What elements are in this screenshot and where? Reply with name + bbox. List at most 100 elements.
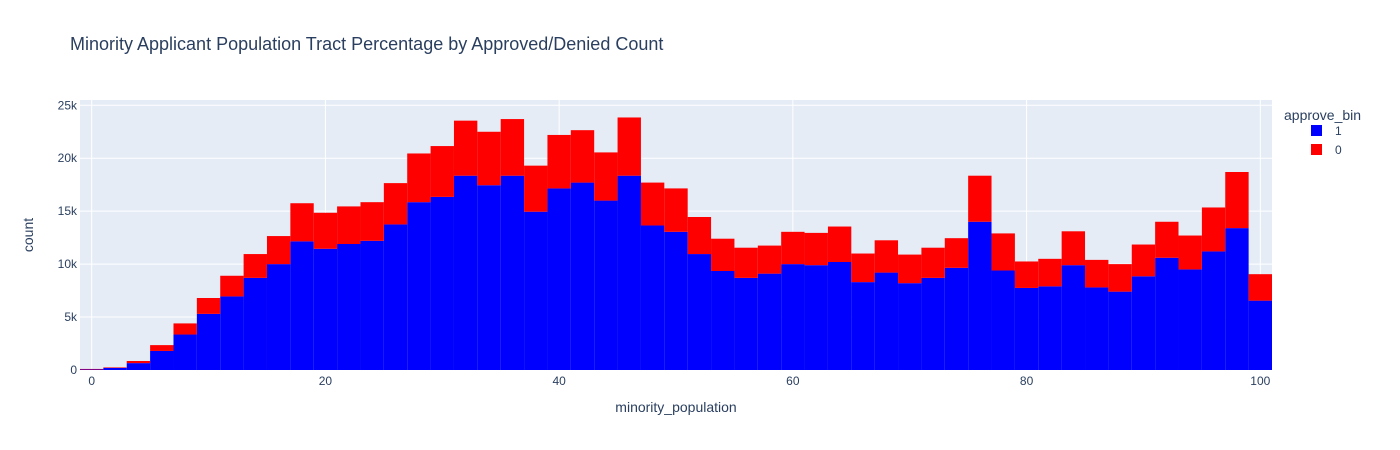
bar-series-0: [407, 153, 431, 203]
bar-series-0: [500, 119, 525, 176]
y-tick-label: 5k: [64, 310, 78, 324]
bar-series-1: [266, 264, 291, 370]
bar-series-1: [337, 244, 361, 370]
bar-series-1: [1085, 287, 1109, 370]
bar-series-1: [711, 271, 735, 370]
x-tick-label: 80: [1020, 374, 1034, 388]
legend-label-0: 0: [1335, 143, 1342, 157]
bar-series-0: [290, 203, 314, 242]
bar-series-0: [524, 165, 548, 212]
bars: [80, 117, 1272, 370]
bar-series-0: [126, 361, 151, 364]
bar-series-1: [313, 248, 338, 370]
bar-series-1: [383, 224, 408, 370]
bar-series-1: [1201, 251, 1226, 370]
bar-series-1: [547, 188, 571, 370]
legend-swatch-0: [1311, 144, 1322, 155]
bar-series-1: [968, 221, 992, 370]
bar-series-1: [687, 254, 712, 370]
bar-series-1: [1131, 276, 1156, 370]
y-tick-label: 10k: [58, 257, 78, 271]
bar-series-0: [570, 130, 595, 183]
bar-series-1: [1178, 269, 1202, 370]
chart-title: Minority Applicant Population Tract Perc…: [70, 34, 663, 54]
bar-series-0: [243, 254, 267, 278]
bar-series-0: [1131, 244, 1156, 277]
bar-series-0: [547, 134, 571, 189]
bar-series-1: [103, 367, 127, 370]
bar-series-0: [220, 275, 244, 297]
bar-series-1: [126, 363, 151, 370]
bar-series-0: [1155, 221, 1179, 258]
bar-series-1: [804, 265, 828, 370]
bar-series-1: [640, 225, 665, 370]
bar-series-1: [1014, 287, 1039, 370]
bar-series-1: [1155, 257, 1179, 370]
bar-series-1: [150, 350, 174, 370]
bar-series-0: [337, 206, 361, 244]
bar-series-0: [594, 152, 618, 201]
bar-series-0: [874, 240, 899, 273]
bar-series-0: [851, 253, 875, 283]
bar-series-0: [757, 245, 782, 274]
bar-series-0: [196, 298, 221, 314]
bar-series-1: [407, 202, 431, 370]
bar-series-0: [1201, 207, 1226, 252]
bar-series-0: [1225, 172, 1249, 229]
bar-series-0: [477, 131, 501, 186]
y-tick-label: 25k: [58, 98, 78, 112]
bar-series-1: [430, 196, 454, 370]
bar-series-0: [1108, 264, 1132, 292]
bar-series-1: [290, 241, 314, 370]
y-tick-label: 20k: [58, 151, 78, 165]
bar-series-1: [851, 282, 875, 370]
bar-series-1: [453, 175, 478, 370]
bar-series-1: [944, 267, 969, 370]
bar-series-0: [173, 323, 197, 335]
y-axis-label: count: [20, 218, 36, 252]
x-tick-label: 0: [88, 374, 95, 388]
x-axis-label: minority_population: [615, 399, 736, 415]
bar-series-0: [383, 183, 408, 225]
bar-series-1: [874, 272, 899, 370]
bar-series-1: [524, 211, 548, 370]
bar-series-1: [500, 175, 525, 370]
bar-series-0: [991, 233, 1015, 271]
y-tick-label: 0: [70, 363, 77, 377]
bar-series-0: [1061, 231, 1086, 266]
bar-series-1: [734, 277, 758, 370]
x-tick-label: 60: [786, 374, 800, 388]
bar-series-1: [991, 270, 1015, 370]
x-axis-ticks: 0 20 40 60 80 100: [88, 374, 1270, 388]
bar-series-1: [80, 369, 104, 370]
bar-series-0: [103, 367, 127, 368]
bar-series-0: [430, 146, 454, 197]
bar-series-0: [360, 202, 384, 241]
bar-series-1: [898, 283, 922, 370]
bar-series-1: [360, 240, 384, 370]
bar-series-0: [804, 232, 828, 266]
legend-label-1: 1: [1335, 124, 1342, 138]
bar-series-0: [898, 254, 922, 284]
bar-series-0: [781, 231, 805, 265]
bar-series-0: [944, 238, 969, 268]
bar-series-0: [150, 345, 174, 351]
bar-series-0: [734, 247, 758, 278]
bar-series-1: [1038, 286, 1062, 370]
bar-series-1: [617, 175, 641, 370]
bar-series-0: [617, 117, 641, 176]
y-tick-label: 15k: [58, 204, 78, 218]
bar-series-1: [1225, 228, 1249, 370]
bar-series-0: [1178, 235, 1202, 270]
bar-series-1: [757, 273, 782, 370]
bar-series-1: [1108, 291, 1132, 370]
bar-series-0: [1038, 258, 1062, 287]
legend: approve_bin 1 0: [1284, 107, 1361, 157]
bar-series-1: [594, 200, 618, 370]
bar-series-0: [313, 212, 338, 249]
bar-series-0: [968, 175, 992, 222]
bar-series-0: [80, 368, 104, 370]
bar-series-1: [173, 334, 197, 370]
bar-series-1: [827, 262, 852, 370]
bar-series-0: [827, 226, 852, 262]
